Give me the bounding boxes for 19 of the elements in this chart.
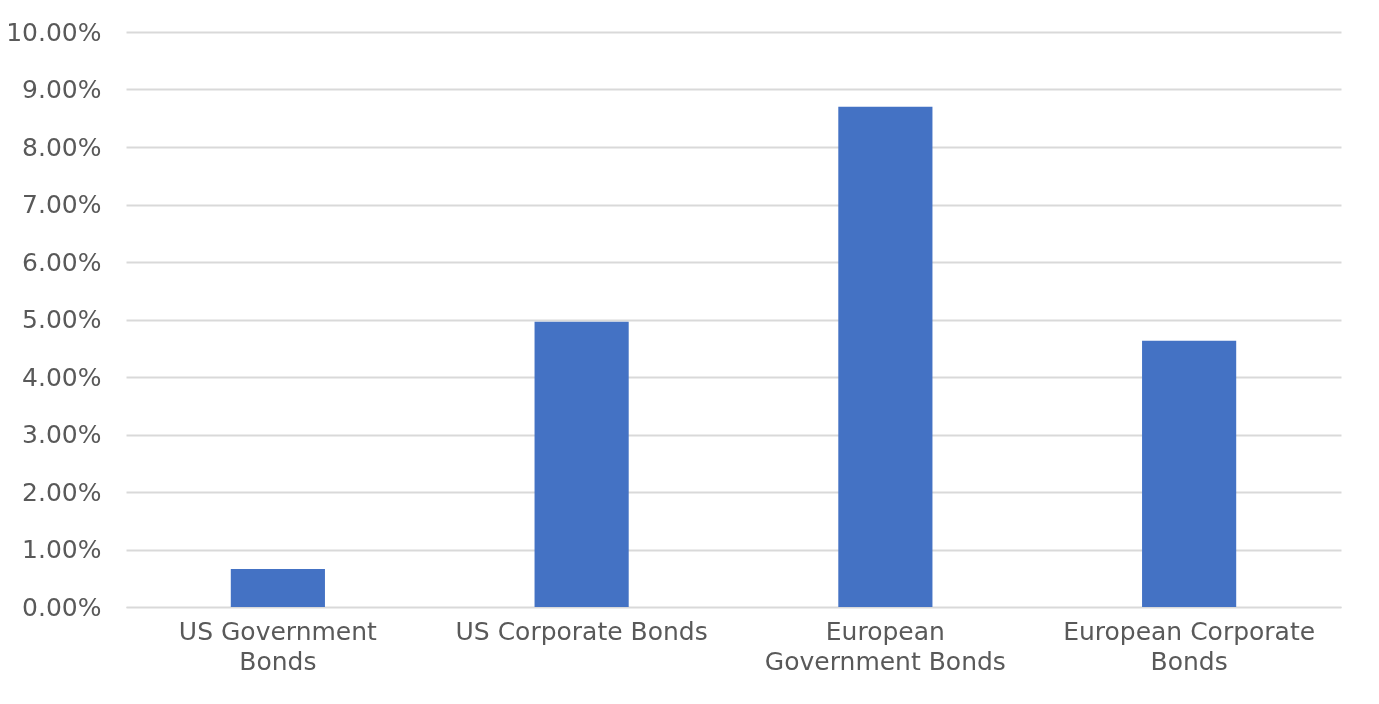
bar [534,321,629,607]
y-tick-label: 4.00% [22,362,102,392]
y-tick-label: 10.00% [6,17,102,47]
y-tick-label: 8.00% [22,132,102,162]
y-tick-label: 9.00% [22,75,102,104]
x-tick-label: European Corporate Bonds [1063,616,1316,676]
y-tick-label: 5.00% [22,305,102,334]
x-tick-label: European Government Bonds [764,616,1006,676]
bar [1142,340,1237,607]
y-tick-label: 1.00% [22,535,102,564]
x-tick-label: US Government Bonds [178,616,378,676]
y-tick-label: 7.00% [22,190,102,219]
y-tick-label: 2.00% [22,477,102,507]
y-tick-label: 3.00% [22,420,102,449]
y-tick-label: 6.00% [22,247,102,277]
x-tick-label: US Corporate Bonds [455,616,708,646]
y-tick-label: 0.00% [22,592,102,622]
bar [838,106,933,607]
bar [230,569,325,607]
